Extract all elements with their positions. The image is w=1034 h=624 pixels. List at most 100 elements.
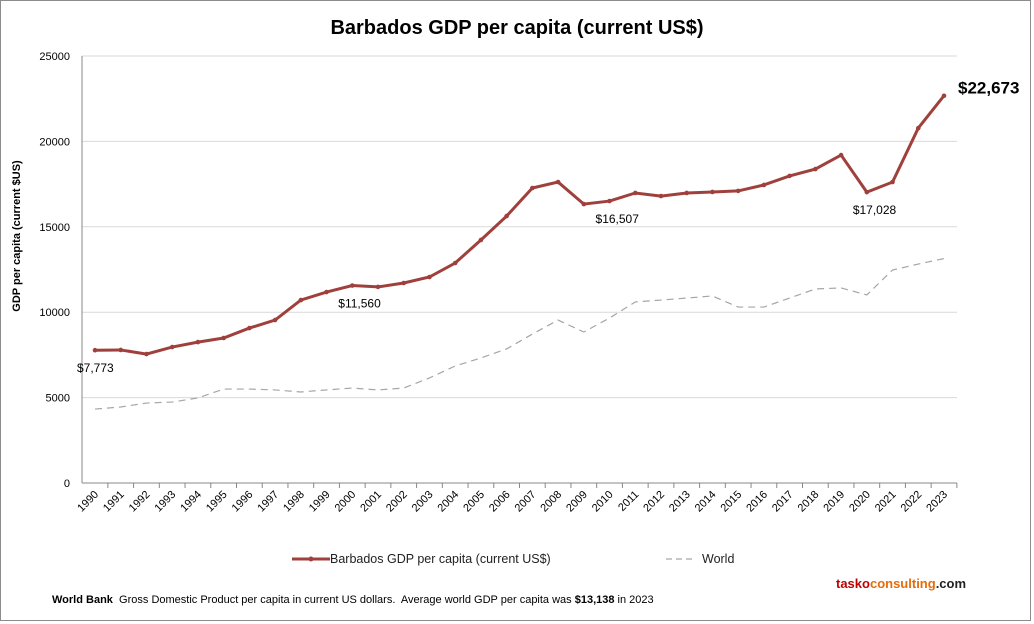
x-tick-label: 2019 (821, 489, 847, 515)
data-point (452, 260, 458, 266)
x-tick-label: 2018 (796, 489, 822, 515)
data-point (632, 190, 638, 196)
x-tick-label: 2000 (333, 489, 359, 515)
x-tick-label: 1990 (75, 489, 101, 515)
brand-logo: taskoconsulting.com (836, 576, 966, 591)
x-tick-label: 2023 (924, 489, 950, 515)
legend-item-barbados: Barbados GDP per capita (current US$) (292, 552, 551, 566)
data-label: $16,507 (596, 212, 640, 226)
x-tick-label: 2010 (590, 489, 616, 515)
x-tick-label: 2020 (847, 489, 873, 515)
data-point (478, 237, 484, 243)
x-tick-label: 1999 (307, 489, 333, 515)
x-tick-label: 1992 (127, 489, 153, 515)
data-point (144, 351, 149, 357)
data-point (195, 339, 201, 345)
x-tick-label: 2015 (719, 489, 745, 515)
data-point (915, 125, 921, 131)
data-label: $7,773 (77, 361, 114, 375)
x-tick-label: 2022 (899, 489, 925, 515)
x-tick-label: 1995 (204, 489, 230, 515)
x-tick-label: 2005 (461, 489, 487, 515)
data-point (581, 201, 587, 207)
x-tick-label: 2012 (641, 489, 667, 515)
data-point (761, 182, 767, 188)
x-tick-label: 2003 (410, 489, 436, 515)
brand-part1: tasko (836, 576, 870, 591)
y-tick-label: 5000 (46, 393, 70, 405)
data-point (349, 283, 355, 288)
legend-swatch-world (666, 558, 696, 560)
y-tick-label: 25000 (39, 51, 70, 63)
series-line-world (94, 258, 945, 410)
x-tick-label: 2007 (513, 489, 539, 515)
x-tick-label: 2009 (564, 489, 590, 515)
legend-label-barbados: Barbados GDP per capita (current US$) (330, 552, 551, 566)
data-point (787, 173, 792, 179)
data-point (221, 335, 226, 341)
data-point (427, 274, 432, 280)
footer-note: World Bank Gross Domestic Product per ca… (52, 594, 654, 606)
series-line-barbados (94, 94, 946, 356)
data-point (247, 325, 252, 331)
x-tick-label: 2016 (744, 489, 770, 515)
data-point (504, 213, 509, 219)
y-tick-label: 20000 (39, 136, 70, 148)
chart-title: Barbados GDP per capita (current US$) (330, 17, 703, 39)
footer-highlight: $13,138 (574, 594, 615, 606)
data-point (92, 347, 98, 353)
x-tick-label: 2002 (384, 489, 410, 515)
footer-text: Gross Domestic Product per capita in cur… (119, 594, 575, 606)
brand-part2: consulting (869, 576, 936, 591)
data-point (401, 280, 407, 286)
x-tick-label: 2014 (693, 489, 719, 515)
data-point (735, 188, 741, 194)
y-tick-label: 15000 (39, 222, 70, 234)
x-tick-label: 2001 (358, 489, 384, 515)
footer-source: World Bank (52, 594, 113, 606)
data-point (272, 317, 278, 323)
data-point (864, 189, 870, 195)
data-point (710, 189, 715, 195)
brand-part3: .com (935, 576, 967, 591)
y-axis-label: GDP per capita (current $US) (11, 160, 23, 312)
legend-item-world: World (666, 552, 734, 566)
x-tick-label: 1994 (178, 489, 204, 515)
data-point (838, 152, 844, 158)
x-tick-label: 2013 (667, 489, 693, 515)
data-label: $17,028 (853, 203, 897, 217)
data-point (684, 190, 690, 196)
x-tick-label: 2021 (873, 489, 899, 515)
data-point (890, 179, 895, 185)
data-point (813, 166, 818, 172)
x-tick-label: 2008 (538, 489, 564, 515)
data-point (169, 344, 175, 350)
legend-swatch-barbados (292, 556, 330, 562)
data-point (375, 284, 381, 290)
data-label: $11,560 (338, 297, 381, 311)
x-tick-label: 1998 (281, 489, 307, 515)
data-point (298, 297, 304, 303)
data-point (118, 347, 124, 353)
x-tick-label: 2011 (616, 489, 641, 514)
x-tick-label: 1997 (255, 489, 281, 515)
data-point (658, 193, 664, 199)
data-point (555, 179, 561, 185)
y-tick-label: 0 (64, 478, 70, 490)
footer-text-after: in 2023 (614, 594, 654, 606)
x-tick-label: 2006 (487, 489, 513, 515)
data-label: $22,673 (958, 79, 1019, 98)
x-tick-label: 1996 (230, 489, 256, 515)
x-tick-label: 2017 (770, 489, 796, 515)
legend-label-world: World (702, 552, 735, 566)
data-point (530, 185, 535, 191)
data-point (324, 289, 329, 295)
x-tick-label: 1991 (101, 489, 127, 515)
y-tick-label: 10000 (39, 307, 70, 319)
x-tick-label: 2004 (436, 489, 462, 515)
x-tick-label: 1993 (153, 489, 179, 515)
data-point (941, 93, 947, 99)
data-point (607, 198, 612, 204)
